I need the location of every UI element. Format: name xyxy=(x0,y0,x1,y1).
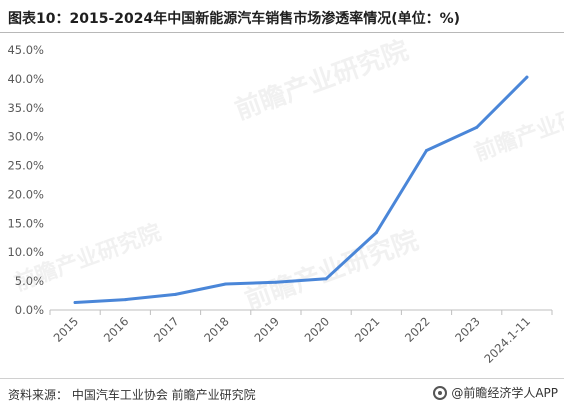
x-tick-label: 2019 xyxy=(251,314,282,345)
line-chart: 0.0% 5.0% 10.0% 15.0% 20.0% 25.0% 30.0% 35.0% 40… xyxy=(0,36,564,376)
credit-text: @前瞻经济学人APP xyxy=(451,386,558,400)
y-tick-label: 5.0% xyxy=(15,274,44,288)
x-tick-label: 2021 xyxy=(352,314,383,345)
data-point xyxy=(324,277,328,281)
source-note: 资料来源： 中国汽车工业协会 前瞻产业研究院 xyxy=(8,388,256,402)
data-point xyxy=(73,300,77,304)
y-tick-label: 30.0% xyxy=(7,130,44,144)
chart-title: 图表10：2015-2024年中国新能源汽车销售市场渗透率情况(单位：%) xyxy=(8,11,461,27)
x-tick-label: 2018 xyxy=(201,314,232,345)
data-point xyxy=(374,231,378,235)
series-line xyxy=(73,75,529,304)
y-tick-label: 20.0% xyxy=(7,187,44,201)
footer-divider xyxy=(0,378,564,379)
chart-svg: 0.0% 5.0% 10.0% 15.0% 20.0% 25.0% 30.0% 35.0% 40… xyxy=(7,43,553,366)
data-point xyxy=(224,282,228,286)
credit-label: @前瞻经济学人APP xyxy=(433,384,558,401)
x-tick-label: 2022 xyxy=(402,314,433,345)
data-point xyxy=(425,149,428,153)
y-tick-label: 25.0% xyxy=(7,159,44,173)
x-tick-label: 2024.1-11 xyxy=(481,314,533,366)
data-point xyxy=(123,298,127,302)
x-tick-label: 2016 xyxy=(101,314,132,345)
qianzhan-logo-icon xyxy=(433,385,448,400)
data-point xyxy=(174,292,177,296)
y-tick-label: 10.0% xyxy=(7,245,44,259)
y-tick-label: 35.0% xyxy=(7,101,44,115)
y-tick-label: 0.0% xyxy=(15,303,44,317)
data-point xyxy=(525,75,529,79)
y-tick-label: 45.0% xyxy=(7,43,44,57)
title-divider xyxy=(0,32,564,33)
data-point xyxy=(274,280,278,284)
y-tick-label: 40.0% xyxy=(7,72,44,86)
x-tick-label: 2017 xyxy=(151,314,182,345)
y-tick-label: 15.0% xyxy=(7,216,44,230)
x-tick-label: 2020 xyxy=(302,314,333,345)
x-tick-label: 2023 xyxy=(452,314,483,345)
x-tick-label: 2015 xyxy=(51,314,82,345)
data-point xyxy=(475,125,479,129)
